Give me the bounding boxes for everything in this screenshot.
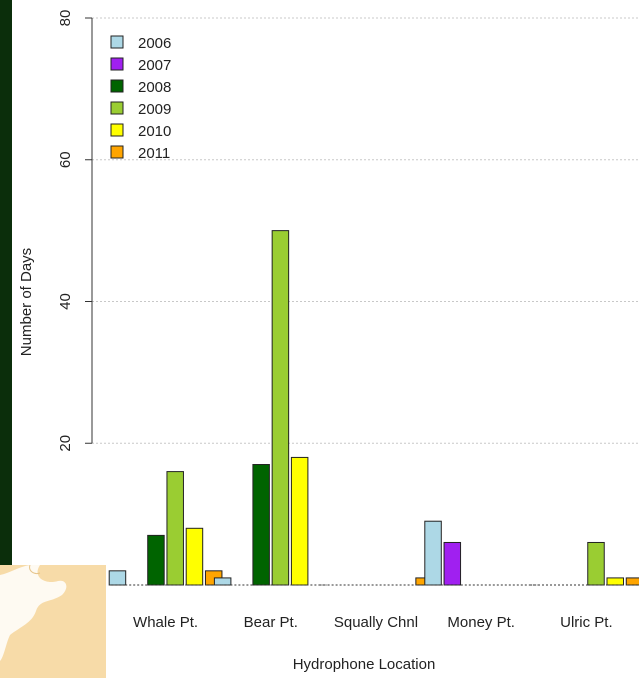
legend: 2006 2007 2008 2009 2010 2011 <box>110 35 171 162</box>
legend-label: 2009 <box>138 101 171 118</box>
legend-swatch <box>110 123 124 137</box>
left-slide-border <box>0 0 12 565</box>
bar <box>625 577 639 586</box>
map-corner-image <box>0 565 106 678</box>
x-tick-label: Whale Pt. <box>133 614 198 631</box>
bar <box>443 541 462 586</box>
legend-swatch <box>110 101 124 115</box>
x-tick-labels: Whale Pt. Bear Pt. Squally Chnl Money Pt. Ul… <box>133 614 613 631</box>
y-tick-label: 40 <box>57 293 74 310</box>
bar <box>252 464 270 586</box>
bar <box>424 520 442 586</box>
y-axis-title: Number of Days <box>18 248 35 356</box>
bars <box>108 230 639 586</box>
legend-label: 2011 <box>138 145 170 162</box>
bar <box>147 534 165 586</box>
legend-swatch <box>110 79 124 93</box>
y-tick-label: 60 <box>57 151 74 168</box>
y-tick-label: 80 <box>57 10 74 27</box>
x-tick-label: Bear Pt. <box>244 614 298 631</box>
legend-swatch <box>110 57 124 71</box>
y-tick-label: 20 <box>57 435 74 452</box>
bar <box>587 541 605 586</box>
bar <box>271 230 290 586</box>
legend-label: 2008 <box>138 79 171 96</box>
bar <box>166 471 184 586</box>
x-tick-label: Money Pt. <box>447 614 515 631</box>
bar <box>606 577 624 586</box>
legend-label: 2010 <box>138 123 171 140</box>
bar <box>290 456 309 586</box>
legend-swatch <box>110 145 124 159</box>
y-axis: 20 40 60 80 <box>57 10 93 452</box>
legend-label: 2006 <box>138 35 171 52</box>
grid-lines <box>92 17 639 444</box>
x-tick-label: Ulric Pt. <box>560 614 613 631</box>
x-tick-label: Squally Chnl <box>334 614 418 631</box>
x-axis-title: Hydrophone Location <box>293 656 436 673</box>
legend-swatch <box>110 35 124 49</box>
bar <box>213 577 232 586</box>
bar <box>108 570 127 586</box>
legend-label: 2007 <box>138 57 171 74</box>
bar <box>185 527 204 586</box>
